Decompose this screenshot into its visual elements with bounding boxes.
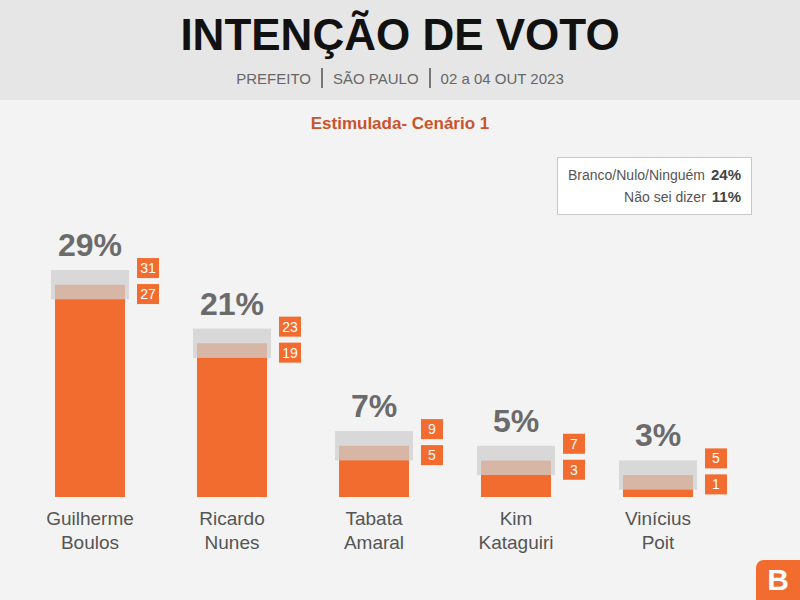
svg-text:5%: 5% — [493, 403, 539, 439]
svg-text:23: 23 — [282, 319, 298, 335]
svg-text:1: 1 — [712, 476, 720, 492]
svg-text:19: 19 — [282, 345, 298, 361]
html-text:Estimulada- Cenário 1: Estimulada- Cenário 1 — [310, 114, 490, 133]
svg-text:GuilhermeBoulos: GuilhermeBoulos — [46, 508, 134, 553]
svg-text:21%: 21% — [200, 286, 264, 322]
svg-text:ViníciusPoit: ViníciusPoit — [625, 508, 691, 553]
svg-text:29%: 29% — [58, 227, 122, 263]
svg-text:27: 27 — [140, 286, 156, 302]
svg-text:5: 5 — [712, 450, 720, 466]
html-text:SÃO PAULO: SÃO PAULO — [333, 69, 419, 87]
html-text:24%: 24% — [711, 166, 741, 183]
html-text:Branco/Nulo/Ninguém: Branco/Nulo/Ninguém — [568, 167, 705, 183]
svg-text:TabataAmaral: TabataAmaral — [344, 508, 404, 553]
svg-text:3%: 3% — [635, 417, 681, 453]
svg-text:31: 31 — [140, 260, 156, 276]
svg-text:9: 9 — [428, 421, 436, 437]
html-text:Não sei dizer 11%: Não sei dizer 11% — [624, 188, 741, 205]
svg-text:RicardoNunes: RicardoNunes — [199, 508, 264, 553]
html-text:02 a 04 OUT 2023: 02 a 04 OUT 2023 — [440, 69, 564, 87]
svg-text:7: 7 — [570, 436, 578, 452]
svg-text:7%: 7% — [351, 388, 397, 424]
svg-text:5: 5 — [428, 447, 436, 463]
html-text:INTENÇÃO DE VOTO: INTENÇÃO DE VOTO — [180, 10, 620, 59]
html-text:B: B — [767, 563, 789, 596]
svg-text:3: 3 — [570, 462, 578, 478]
html-text:PREFEITO: PREFEITO — [236, 69, 311, 87]
svg-text:KimKataguiri: KimKataguiri — [479, 508, 554, 553]
